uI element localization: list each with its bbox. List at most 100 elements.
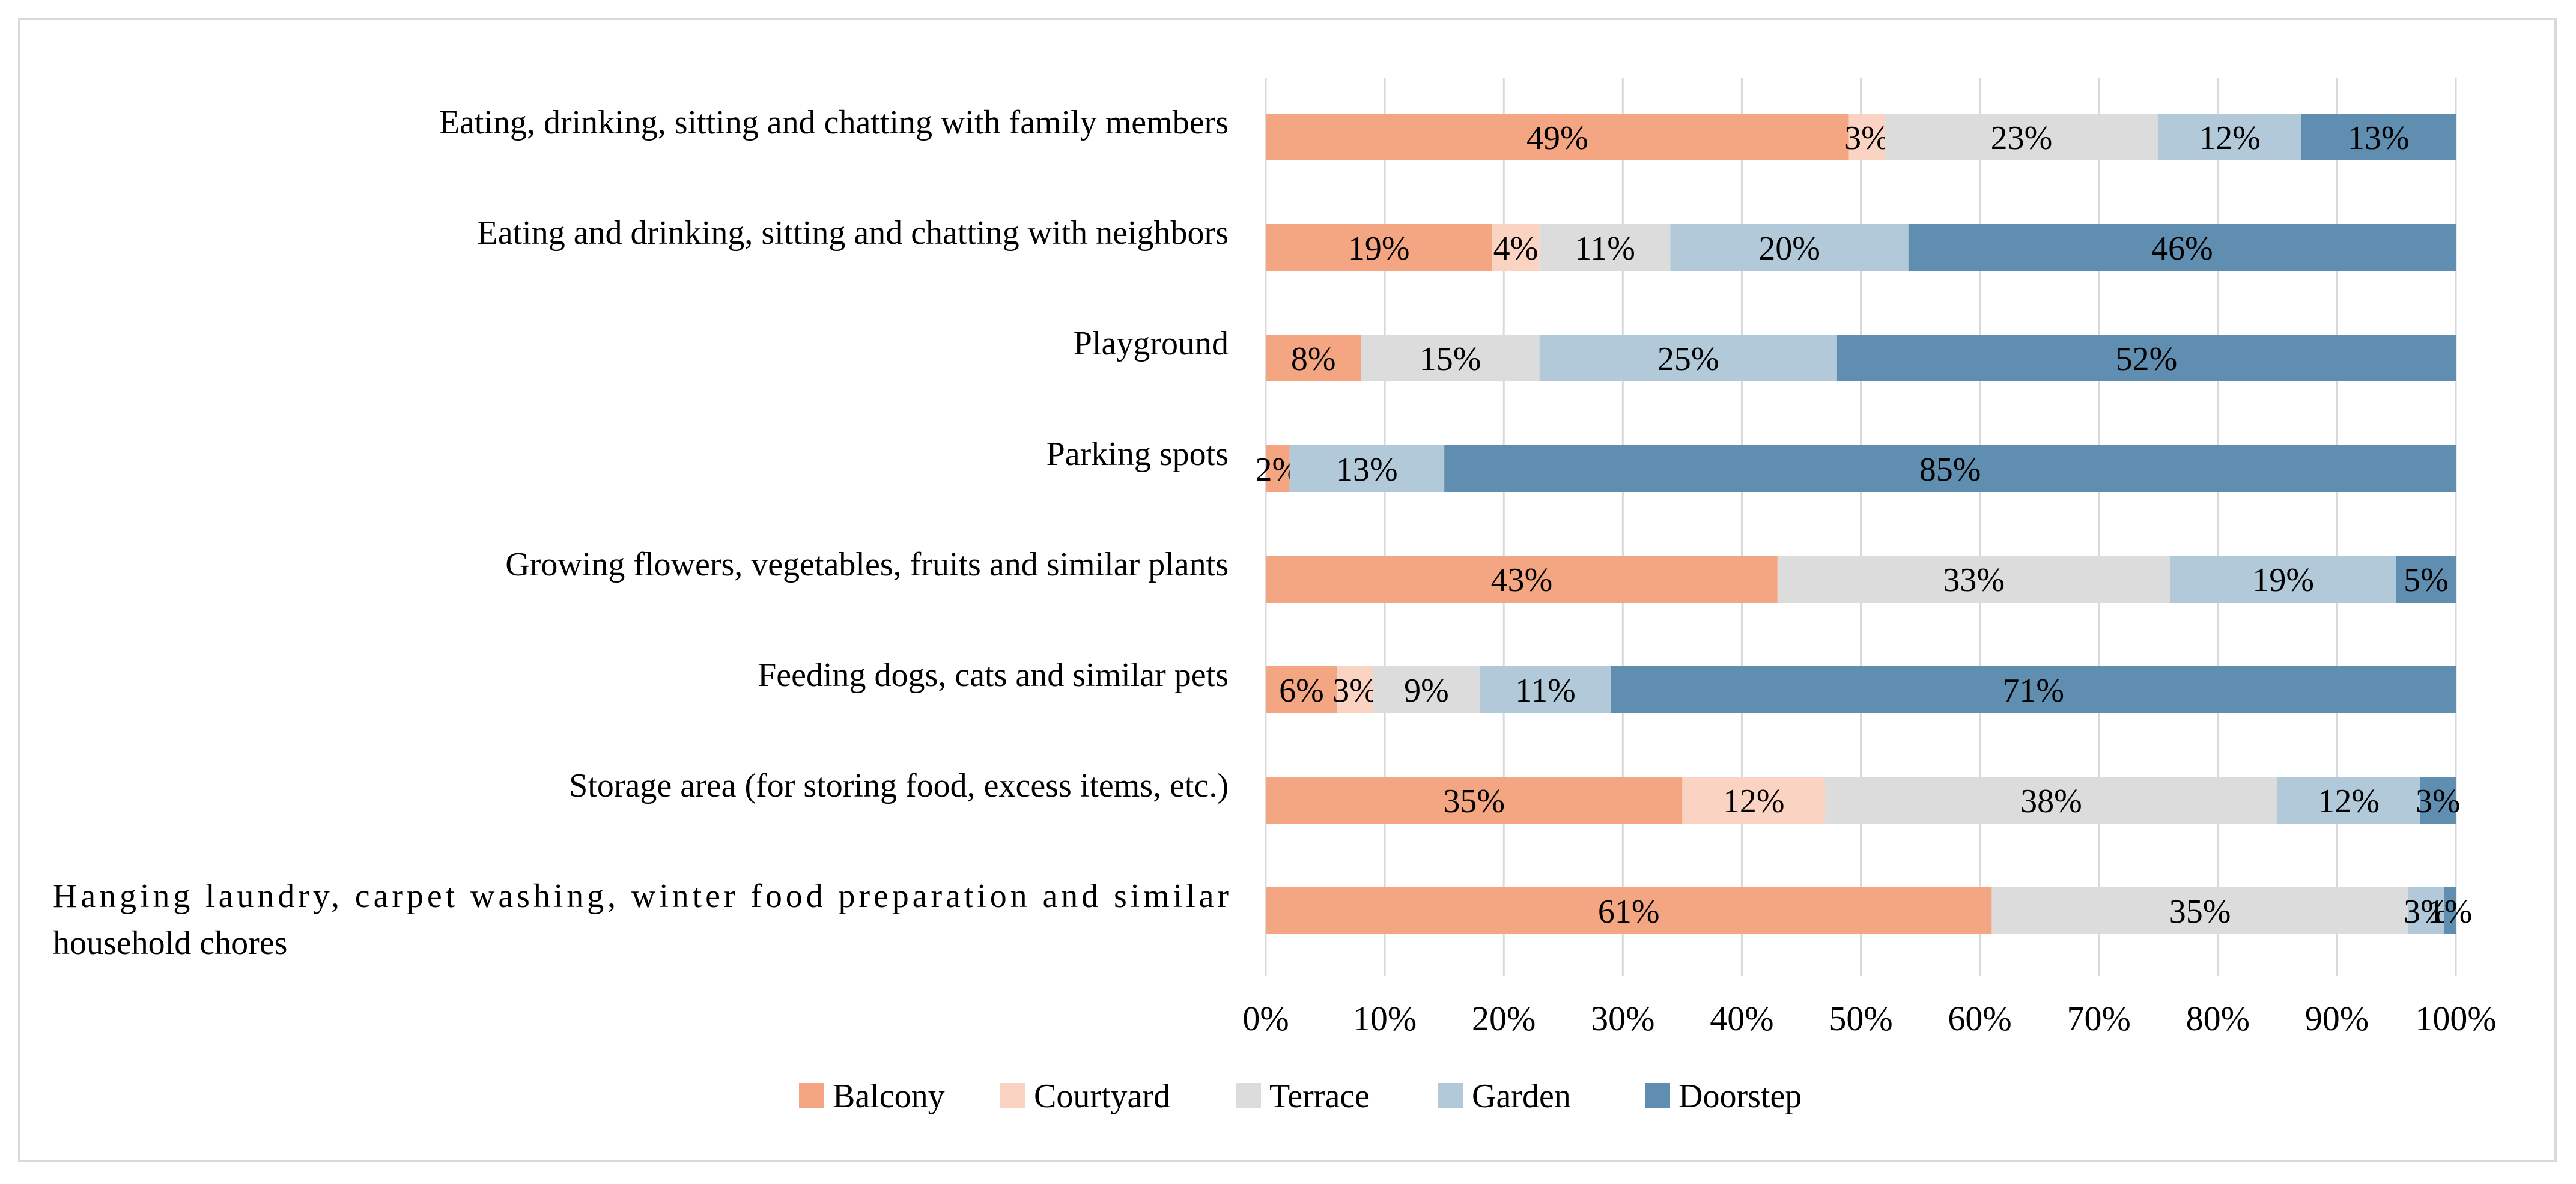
- category-label-layer: Eating, drinking, sitting and chatting w…: [53, 104, 1229, 962]
- data-label-doorstep: 46%: [2151, 230, 2213, 267]
- bar-row: 49% 3% 23% 12% 13%: [1266, 114, 2456, 160]
- bar-segment-doorstep: [1836, 335, 2456, 381]
- bar-segment-balcony: [1266, 777, 1683, 824]
- data-label-courtyard: 12%: [1723, 783, 1785, 820]
- data-label-doorstep: 3%: [2416, 783, 2461, 820]
- bar-row: 61% 35% 3%1%: [1266, 887, 2472, 934]
- bar-segment-balcony: [1266, 224, 1492, 271]
- legend-swatch: [1236, 1083, 1261, 1108]
- bar-segment-terrace: [1825, 777, 2277, 824]
- data-label-doorstep: 5%: [2404, 562, 2449, 599]
- bar-segment-terrace: [1361, 335, 1540, 381]
- x-tick-label: 40%: [1710, 999, 1773, 1038]
- data-label-doorstep: 52%: [2116, 341, 2178, 378]
- x-tick-layer: 0% 10% 20% 30% 40% 50% 60% 70% 80% 90% 100%: [1242, 999, 2496, 1038]
- data-label-garden: 11%: [1515, 672, 1576, 709]
- x-tick-label: 100%: [2415, 999, 2496, 1038]
- data-label-courtyard: 3%: [1844, 120, 1889, 157]
- category-label: Parking spots: [1046, 436, 1229, 473]
- bar-segment-courtyard: [1492, 224, 1540, 271]
- bar-segment-courtyard: [1682, 777, 1826, 824]
- legend-item-courtyard: Courtyard: [1000, 1078, 1170, 1115]
- x-tick-label: 50%: [1829, 999, 1892, 1038]
- bar-segment-garden: [2158, 114, 2301, 160]
- bar-segment-doorstep: [2396, 556, 2456, 603]
- data-label-courtyard: 4%: [1493, 230, 1539, 267]
- bar-row: 35% 12% 38% 12% 3%: [1266, 777, 2461, 824]
- data-label-courtyard: 3%: [1332, 672, 1378, 709]
- data-label-terrace: 15%: [1420, 341, 1481, 378]
- category-label-line: household chores: [53, 924, 287, 962]
- legend-swatch: [1000, 1083, 1025, 1108]
- bar-segment-garden: [2170, 556, 2396, 603]
- bar-segment-courtyard: [1848, 114, 1885, 160]
- category-label: Feeding dogs, cats and similar pets: [758, 657, 1229, 694]
- bar-segment-garden: [1480, 666, 1611, 713]
- data-label-terrace: 23%: [1991, 120, 2053, 157]
- category-label: Eating, drinking, sitting and chatting w…: [439, 104, 1229, 141]
- legend: Balcony Courtyard Terrace Garden Doorstep: [799, 1078, 1802, 1115]
- data-label-garden: 25%: [1657, 341, 1719, 378]
- category-label-line: Hanging laundry, carpet washing, winter …: [53, 878, 1229, 915]
- x-tick-label: 0%: [1242, 999, 1289, 1038]
- bar-segment-terrace: [1991, 887, 2408, 934]
- legend-swatch: [799, 1083, 824, 1108]
- category-label: Hanging laundry, carpet washing, winter …: [53, 878, 1229, 962]
- bar-segment-doorstep: [1444, 445, 2456, 492]
- legend-label: Balcony: [833, 1078, 945, 1115]
- legend-label: Courtyard: [1034, 1078, 1170, 1115]
- bar-segment-terrace: [1777, 556, 2170, 603]
- data-label-garden: 12%: [2318, 783, 2380, 820]
- data-label-garden: 3%: [2404, 893, 2449, 931]
- x-tick-label: 90%: [2305, 999, 2369, 1038]
- data-label-garden: 12%: [2199, 120, 2261, 157]
- legend-label: Terrace: [1269, 1078, 1370, 1115]
- bar-row: 43% 33% 19% 5%: [1266, 556, 2456, 603]
- bar-segment-balcony: [1266, 335, 1361, 381]
- x-tick-label: 70%: [2067, 999, 2131, 1038]
- legend-item-balcony: Balcony: [799, 1078, 945, 1115]
- legend-item-doorstep: Doorstep: [1645, 1078, 1802, 1115]
- data-label-doorstep: 71%: [2002, 672, 2064, 709]
- bar-row: 8% 15% 25% 52%: [1266, 335, 2456, 381]
- bar-row: 6% 3% 9% 11% 71%: [1266, 666, 2456, 713]
- bar-segment-garden: [2277, 777, 2420, 824]
- data-label-doorstep: 13%: [2348, 120, 2410, 157]
- category-label: Playground: [1074, 325, 1229, 362]
- bar-row: 2% 13% 85%: [1255, 445, 2456, 492]
- data-label-terrace: 11%: [1575, 230, 1635, 267]
- bar-segment-garden: [1539, 335, 1837, 381]
- category-label: Growing flowers, vegetables, fruits and …: [505, 546, 1229, 583]
- legend-swatch: [1438, 1083, 1463, 1108]
- legend-label: Doorstep: [1678, 1078, 1802, 1115]
- data-label-balcony: 35%: [1443, 783, 1505, 820]
- bar-segment-terrace: [1885, 114, 2158, 160]
- data-label-garden: 13%: [1336, 451, 1398, 488]
- bar-segment-garden: [2408, 887, 2444, 934]
- legend-swatch: [1645, 1083, 1670, 1108]
- data-label-doorstep: 1%: [2428, 893, 2473, 931]
- data-label-balcony: 43%: [1491, 562, 1553, 599]
- bar-segment-garden: [1670, 224, 1909, 271]
- category-label: Eating and drinking, sitting and chattin…: [478, 214, 1229, 252]
- bar-segment-terrace: [1539, 224, 1671, 271]
- category-label: Storage area (for storing food, excess i…: [569, 767, 1229, 804]
- x-tick-label: 80%: [2186, 999, 2250, 1038]
- bar-segment-balcony: [1266, 887, 1992, 934]
- data-label-garden: 20%: [1758, 230, 1820, 267]
- bar-segment-garden: [1289, 445, 1445, 492]
- data-label-terrace: 38%: [2020, 783, 2082, 820]
- bar-segment-doorstep: [2420, 777, 2456, 824]
- bar-segment-doorstep: [1611, 666, 2456, 713]
- x-tick-label: 10%: [1353, 999, 1417, 1038]
- x-tick-label: 30%: [1591, 999, 1654, 1038]
- grid-layer: [1265, 78, 2457, 976]
- bar-row: 19% 4% 11% 20% 46%: [1266, 224, 2456, 271]
- data-label-doorstep: 85%: [1919, 451, 1981, 488]
- legend-item-garden: Garden: [1438, 1078, 1571, 1115]
- bar-segment-balcony: [1266, 556, 1778, 603]
- data-label-balcony: 6%: [1279, 672, 1324, 709]
- bar-segment-doorstep: [2444, 887, 2456, 934]
- data-label-garden: 19%: [2252, 562, 2314, 599]
